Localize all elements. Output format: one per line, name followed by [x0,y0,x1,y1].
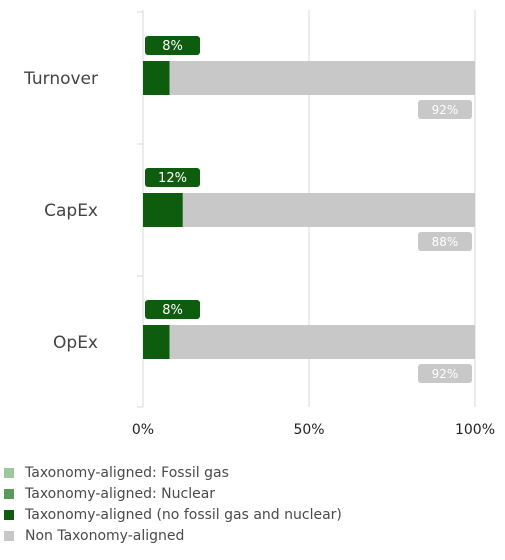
category-label: Turnover [23,69,98,89]
category-label: CapEx [44,201,98,221]
data-labels: 8% 92% 12% 88% 8% 92% [145,36,472,383]
legend-item: Non Taxonomy-aligned [4,525,342,546]
aligned-label-box [145,168,200,187]
legend-item: Taxonomy-aligned (no fossil gas and nucl… [4,504,342,525]
legend-label: Taxonomy-aligned: Nuclear [25,485,216,502]
legend-label: Taxonomy-aligned: Fossil gas [25,464,229,481]
category-label: OpEx [53,333,98,353]
x-tick-labels: 0% 50% 100% [132,422,495,438]
bar-segment [169,325,475,359]
legend: Taxonomy-aligned: Fossil gas Taxonomy-ali… [4,462,342,546]
legend-item: Taxonomy-aligned: Fossil gas [4,462,342,483]
bar-segment [143,193,183,227]
non-aligned-label-box [418,364,472,383]
legend-swatch [4,467,14,478]
legend-item: Taxonomy-aligned: Nuclear [4,483,342,504]
bar-segment [169,61,475,95]
bars [143,61,475,359]
aligned-label: 12% [158,171,187,186]
legend-swatch [4,488,14,499]
aligned-label-box [145,36,200,55]
bar-segment [143,325,170,359]
aligned-label: 8% [162,303,183,318]
bar-segment [182,193,475,227]
x-tick-label: 0% [132,422,154,438]
non-aligned-label: 88% [432,235,459,249]
legend-swatch [4,530,14,541]
aligned-label-box [145,300,200,319]
x-tick-label: 50% [293,422,324,438]
x-tick-label: 100% [455,422,495,438]
non-aligned-label: 92% [432,367,459,381]
bar-segment [143,61,170,95]
non-aligned-label: 92% [432,103,459,117]
legend-label: Taxonomy-aligned (no fossil gas and nucl… [25,506,342,523]
legend-swatch [4,509,14,520]
category-axis [137,10,144,408]
category-labels: Turnover CapEx OpEx [23,69,98,353]
non-aligned-label-box [418,100,472,119]
chart: 8% 92% 12% 88% 8% 92% Turnover CapEx OpEx 0% 50%… [23,10,495,438]
non-aligned-label-box [418,232,472,251]
legend-label: Non Taxonomy-aligned [25,527,185,544]
aligned-label: 8% [162,39,183,54]
